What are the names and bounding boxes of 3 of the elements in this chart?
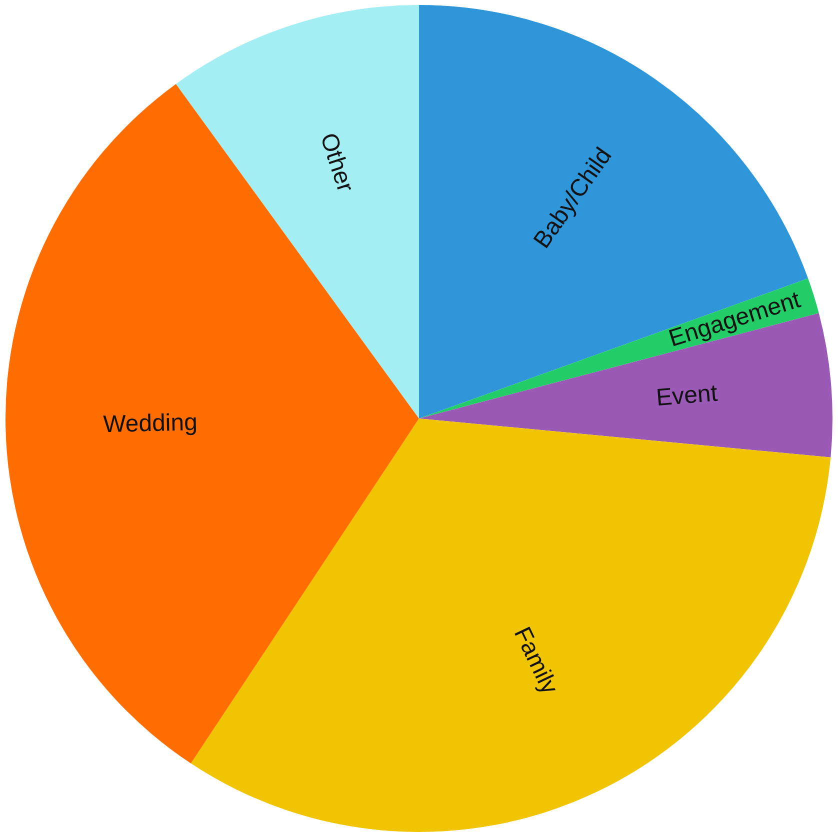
- slice-label: Wedding: [102, 409, 198, 438]
- slice-label: Other: [314, 130, 359, 196]
- slice-label: Event: [655, 380, 719, 412]
